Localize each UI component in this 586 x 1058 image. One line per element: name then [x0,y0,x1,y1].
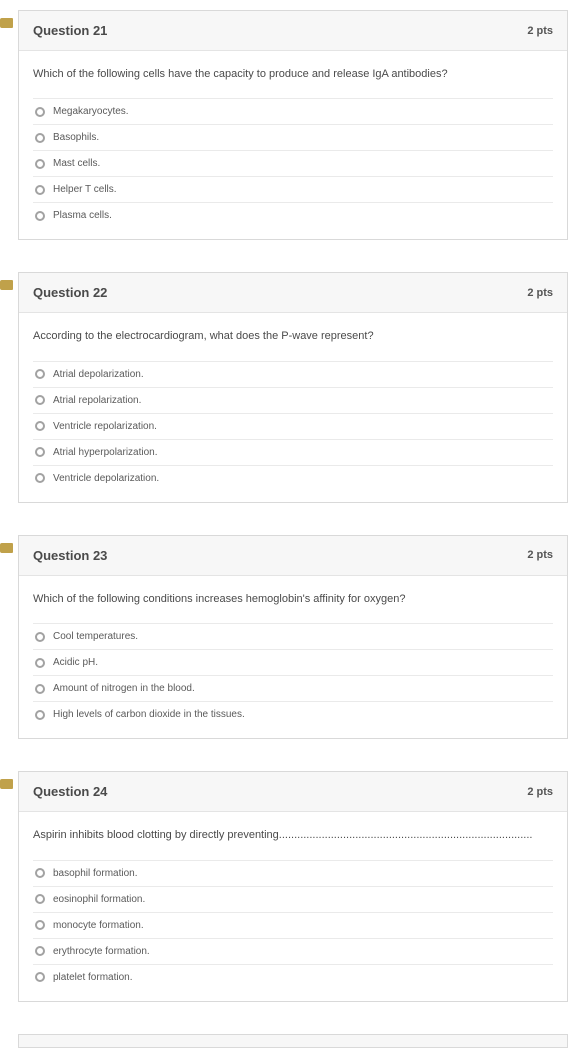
question-card: Question 21 2 pts Which of the following c… [18,10,568,240]
question-card: Question 23 2 pts Which of the following c… [18,535,568,739]
radio-icon[interactable] [35,868,45,878]
bookmark-icon[interactable] [0,779,13,789]
question-body: Which of the following cells have the ca… [19,51,567,239]
option-row[interactable]: Atrial depolarization. [33,361,553,387]
question-prompt: According to the electrocardiogram, what… [33,329,553,344]
option-row[interactable]: Acidic pH. [33,649,553,675]
question-title: Question 23 [33,548,107,563]
option-label: Plasma cells. [53,210,112,221]
bookmark-icon[interactable] [0,280,13,290]
question-block: Question 23 2 pts Which of the following c… [18,535,568,739]
radio-icon[interactable] [35,159,45,169]
option-label: Megakaryocytes. [53,106,129,117]
radio-icon[interactable] [35,894,45,904]
radio-icon[interactable] [35,658,45,668]
radio-icon[interactable] [35,710,45,720]
option-label: platelet formation. [53,972,133,983]
option-label: Amount of nitrogen in the blood. [53,683,195,694]
option-label: monocyte formation. [53,920,144,931]
next-question-hint [18,1034,568,1048]
option-row[interactable]: basophil formation. [33,860,553,886]
bookmark-icon[interactable] [0,18,13,28]
question-header: Question 22 2 pts [19,273,567,313]
option-label: Ventricle repolarization. [53,421,157,432]
radio-icon[interactable] [35,972,45,982]
question-block: Question 21 2 pts Which of the following c… [18,10,568,240]
question-body: Aspirin inhibits blood clotting by direc… [19,812,567,1000]
option-row[interactable]: platelet formation. [33,964,553,983]
question-title: Question 24 [33,784,107,799]
option-row[interactable]: Mast cells. [33,150,553,176]
radio-icon[interactable] [35,920,45,930]
question-title: Question 21 [33,23,107,38]
option-label: Helper T cells. [53,184,117,195]
radio-icon[interactable] [35,632,45,642]
option-label: Mast cells. [53,158,100,169]
option-row[interactable]: Plasma cells. [33,202,553,221]
option-label: Basophils. [53,132,99,143]
radio-icon[interactable] [35,369,45,379]
option-label: Acidic pH. [53,657,98,668]
option-row[interactable]: eosinophil formation. [33,886,553,912]
option-row[interactable]: Megakaryocytes. [33,98,553,124]
question-header: Question 21 2 pts [19,11,567,51]
option-label: Atrial hyperpolarization. [53,447,158,458]
question-prompt: Which of the following conditions increa… [33,592,553,607]
question-points: 2 pts [527,786,553,798]
option-row[interactable]: Ventricle depolarization. [33,465,553,484]
option-row[interactable]: Basophils. [33,124,553,150]
radio-icon[interactable] [35,447,45,457]
question-header: Question 24 2 pts [19,772,567,812]
option-row[interactable]: monocyte formation. [33,912,553,938]
question-title: Question 22 [33,285,107,300]
radio-icon[interactable] [35,211,45,221]
option-row[interactable]: Helper T cells. [33,176,553,202]
option-row[interactable]: Atrial hyperpolarization. [33,439,553,465]
option-label: erythrocyte formation. [53,946,150,957]
question-card: Question 24 2 pts Aspirin inhibits blood c… [18,771,568,1001]
option-label: Atrial repolarization. [53,395,141,406]
question-body: Which of the following conditions increa… [19,576,567,738]
radio-icon[interactable] [35,473,45,483]
option-row[interactable]: Atrial repolarization. [33,387,553,413]
radio-icon[interactable] [35,684,45,694]
question-prompt: Aspirin inhibits blood clotting by direc… [33,828,553,843]
option-label: eosinophil formation. [53,894,145,905]
radio-icon[interactable] [35,946,45,956]
radio-icon[interactable] [35,395,45,405]
option-row[interactable]: Ventricle repolarization. [33,413,553,439]
option-label: basophil formation. [53,868,138,879]
question-header: Question 23 2 pts [19,536,567,576]
option-row[interactable]: High levels of carbon dioxide in the tis… [33,701,553,720]
option-label: High levels of carbon dioxide in the tis… [53,709,245,720]
option-label: Atrial depolarization. [53,369,144,380]
question-block: Question 24 2 pts Aspirin inhibits blood c… [18,771,568,1001]
question-card: Question 22 2 pts According to the electro… [18,272,568,502]
option-row[interactable]: erythrocyte formation. [33,938,553,964]
radio-icon[interactable] [35,107,45,117]
question-points: 2 pts [527,549,553,561]
radio-icon[interactable] [35,133,45,143]
radio-icon[interactable] [35,185,45,195]
option-label: Cool temperatures. [53,631,138,642]
question-block: Question 22 2 pts According to the electro… [18,272,568,502]
question-points: 2 pts [527,287,553,299]
bookmark-icon[interactable] [0,543,13,553]
option-label: Ventricle depolarization. [53,473,159,484]
question-points: 2 pts [527,25,553,37]
option-row[interactable]: Amount of nitrogen in the blood. [33,675,553,701]
question-body: According to the electrocardiogram, what… [19,313,567,501]
radio-icon[interactable] [35,421,45,431]
option-row[interactable]: Cool temperatures. [33,623,553,649]
question-prompt: Which of the following cells have the ca… [33,67,553,82]
